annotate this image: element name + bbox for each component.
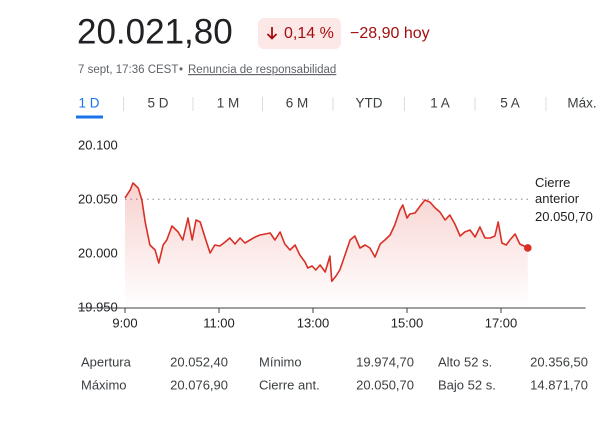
tab[interactable]: 1 M bbox=[217, 96, 240, 111]
change-today: −28,90 hoy bbox=[350, 25, 430, 42]
change-percent: 0,14 % bbox=[284, 25, 334, 42]
y-tick-label: 20.000 bbox=[78, 245, 118, 260]
x-tick-label: 11:00 bbox=[203, 315, 235, 330]
tab[interactable]: 1 A bbox=[430, 96, 450, 111]
stat-label: Mínimo bbox=[259, 354, 302, 369]
reference-title: Cierre anterior bbox=[535, 175, 580, 206]
timestamp: 7 sept, 17:36 CEST bbox=[78, 64, 178, 76]
stat-label: Máximo bbox=[81, 377, 127, 392]
reference-value: 20.050,70 bbox=[535, 209, 593, 224]
change-badge bbox=[258, 18, 341, 49]
tab[interactable]: 5 D bbox=[147, 96, 168, 111]
stat-value: 14.871,70 bbox=[530, 377, 588, 392]
tab[interactable]: 6 M bbox=[286, 96, 309, 111]
down-arrow bbox=[266, 27, 278, 40]
stat-label: Apertura bbox=[81, 354, 132, 369]
stat-value: 20.356,50 bbox=[530, 354, 588, 369]
disclaimer-link[interactable]: Renuncia de responsabilidad bbox=[188, 64, 336, 76]
y-tick-label: 20.100 bbox=[78, 137, 118, 152]
y-tick-label: 20.050 bbox=[78, 191, 118, 206]
price: 20.021,80 bbox=[77, 12, 233, 51]
tab[interactable]: Máx. bbox=[567, 96, 596, 111]
x-tick-label: 17:00 bbox=[485, 315, 518, 330]
tab[interactable]: 1 D bbox=[78, 96, 99, 111]
stat-label: Bajo 52 s. bbox=[438, 377, 496, 392]
y-tick-label: 19.950 bbox=[78, 299, 118, 314]
stat-label: Alto 52 s. bbox=[438, 354, 492, 369]
stat-value: 20.050,70 bbox=[356, 377, 414, 392]
price-line bbox=[124, 182, 529, 283]
separator: • bbox=[179, 64, 183, 76]
stat-label: Cierre ant. bbox=[259, 377, 320, 392]
stat-value: 20.076,90 bbox=[170, 377, 228, 392]
stat-value: 20.052,40 bbox=[170, 354, 228, 369]
x-tick-label: 15:00 bbox=[391, 315, 424, 330]
tab[interactable]: 5 A bbox=[500, 96, 520, 111]
area-fill bbox=[125, 183, 528, 308]
stat-value: 19.974,70 bbox=[356, 354, 414, 369]
x-tick-label: 9:00 bbox=[112, 315, 137, 330]
tab[interactable]: YTD bbox=[356, 96, 383, 111]
x-tick-label: 13:00 bbox=[297, 315, 330, 330]
last-point bbox=[523, 244, 532, 252]
